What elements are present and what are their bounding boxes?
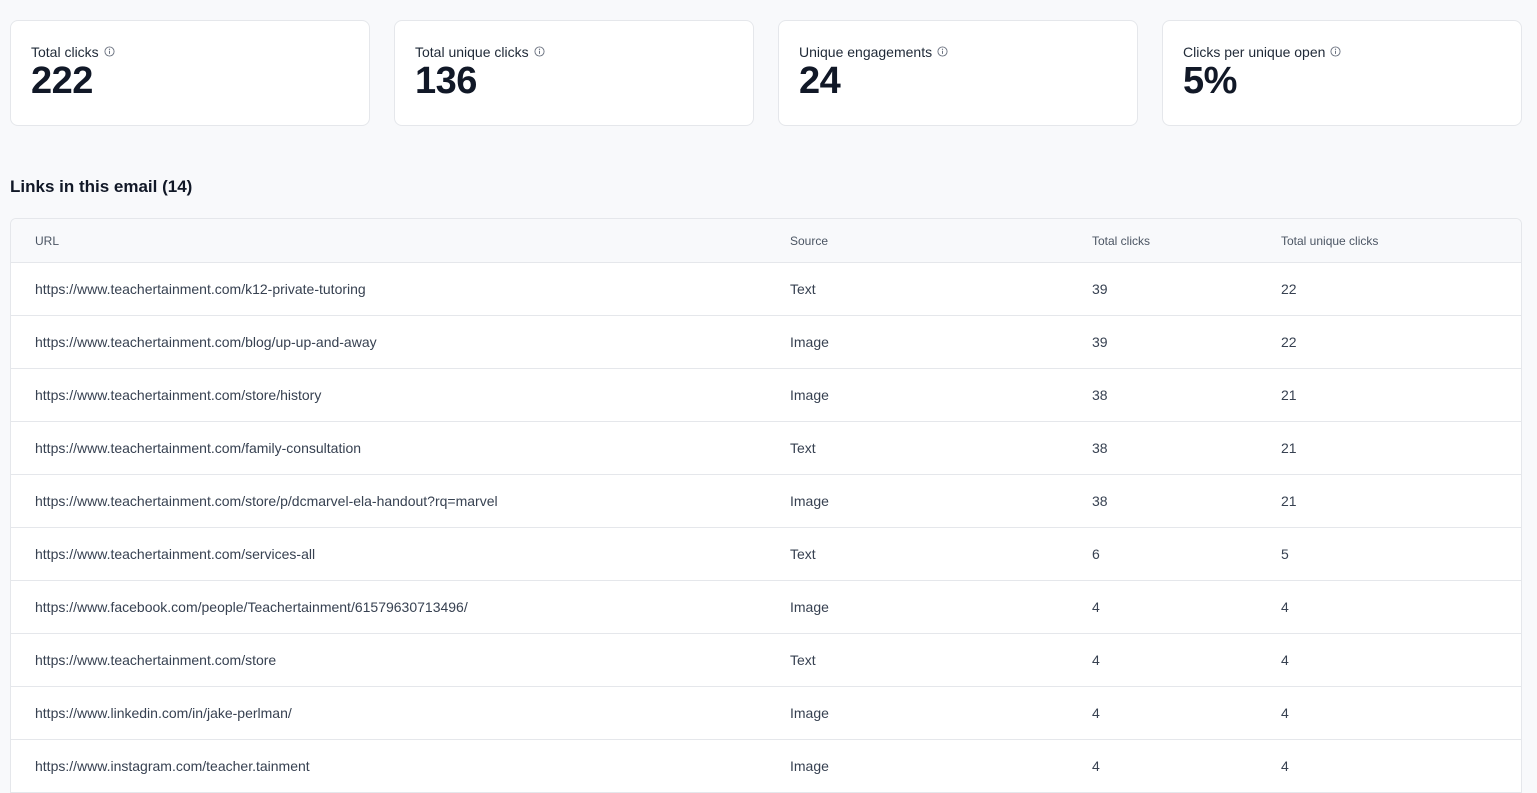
link-source: Image [790, 758, 829, 774]
link-url[interactable]: https://www.teachertainment.com/family-c… [35, 440, 362, 456]
table-row: https://www.teachertainment.com/family-c… [11, 422, 1521, 475]
link-total-unique-clicks: 5 [1281, 546, 1289, 562]
stat-value: 5% [1183, 60, 1237, 102]
link-total-clicks: 38 [1092, 440, 1108, 456]
table-row: https://www.teachertainment.com/services… [11, 528, 1521, 581]
table-row: https://www.teachertainment.com/store/p/… [11, 475, 1521, 528]
stat-value: 222 [31, 60, 93, 102]
link-total-clicks: 38 [1092, 387, 1108, 403]
link-total-unique-clicks: 21 [1281, 387, 1297, 403]
info-icon[interactable] [937, 46, 948, 57]
link-url[interactable]: https://www.facebook.com/people/Teachert… [35, 599, 468, 615]
link-source: Text [790, 652, 816, 668]
link-source: Text [790, 281, 816, 297]
table-row: https://www.teachertainment.com/k12-priv… [11, 263, 1521, 316]
link-total-clicks: 38 [1092, 493, 1108, 509]
link-url[interactable]: https://www.teachertainment.com/store/hi… [35, 387, 322, 403]
link-url[interactable]: https://www.teachertainment.com/services… [35, 546, 316, 562]
link-source: Image [790, 334, 829, 350]
table-row: https://www.facebook.com/people/Teachert… [11, 581, 1521, 634]
table-row: https://www.linkedin.com/in/jake-perlman… [11, 687, 1521, 740]
stat-label: Unique engagements [799, 43, 933, 60]
table-header: URL Source Total clicks Total unique cli… [11, 219, 1521, 263]
links-table: URL Source Total clicks Total unique cli… [10, 218, 1522, 793]
link-url[interactable]: https://www.teachertainment.com/store/p/… [35, 493, 498, 509]
stat-value: 136 [415, 60, 477, 102]
link-total-unique-clicks: 21 [1281, 440, 1297, 456]
link-total-unique-clicks: 4 [1281, 599, 1289, 615]
link-total-clicks: 39 [1092, 281, 1108, 297]
link-total-clicks: 4 [1092, 599, 1100, 615]
link-total-clicks: 4 [1092, 758, 1100, 774]
link-source: Text [790, 440, 816, 456]
link-source: Text [790, 546, 816, 562]
table-row: https://www.teachertainment.com/store Te… [11, 634, 1521, 687]
stat-card-total-unique-clicks: Total unique clicks 136 [394, 20, 754, 126]
link-total-clicks: 39 [1092, 334, 1108, 350]
link-source: Image [790, 705, 829, 721]
link-total-unique-clicks: 4 [1281, 705, 1289, 721]
link-source: Image [790, 387, 829, 403]
stat-card-unique-engagements: Unique engagements 24 [778, 20, 1138, 126]
stat-label: Total unique clicks [415, 43, 529, 60]
stat-card-total-clicks: Total clicks 222 [10, 20, 370, 126]
table-row: https://www.teachertainment.com/blog/up-… [11, 316, 1521, 369]
link-url[interactable]: https://www.teachertainment.com/blog/up-… [35, 334, 377, 350]
stat-label: Clicks per unique open [1183, 43, 1326, 60]
info-icon[interactable] [534, 46, 545, 57]
stat-label: Total clicks [31, 43, 99, 60]
link-total-unique-clicks: 22 [1281, 334, 1297, 350]
links-section-title: Links in this email (14) [10, 177, 193, 196]
table-row: https://www.instagram.com/teacher.tainme… [11, 740, 1521, 793]
link-source: Image [790, 493, 829, 509]
stat-value: 24 [799, 60, 841, 102]
column-header-total-clicks[interactable]: Total clicks [1092, 233, 1151, 248]
link-source: Image [790, 599, 829, 615]
stat-card-clicks-per-unique-open: Clicks per unique open 5% [1162, 20, 1522, 126]
column-header-total-unique-clicks[interactable]: Total unique clicks [1281, 233, 1379, 248]
column-header-url[interactable]: URL [35, 233, 60, 248]
info-icon[interactable] [1330, 46, 1341, 57]
link-url[interactable]: https://www.linkedin.com/in/jake-perlman… [35, 705, 292, 721]
link-url[interactable]: https://www.instagram.com/teacher.tainme… [35, 758, 310, 774]
link-total-unique-clicks: 4 [1281, 758, 1289, 774]
column-header-source[interactable]: Source [790, 233, 829, 248]
table-row: https://www.teachertainment.com/store/hi… [11, 369, 1521, 422]
link-url[interactable]: https://www.teachertainment.com/k12-priv… [35, 281, 366, 297]
link-total-clicks: 4 [1092, 705, 1100, 721]
info-icon[interactable] [104, 46, 115, 57]
link-total-unique-clicks: 21 [1281, 493, 1297, 509]
link-total-unique-clicks: 22 [1281, 281, 1297, 297]
link-total-clicks: 6 [1092, 546, 1100, 562]
link-url[interactable]: https://www.teachertainment.com/store [35, 652, 277, 668]
stats-row: Total clicks 222 Total unique clicks 136… [10, 20, 1522, 126]
link-total-unique-clicks: 4 [1281, 652, 1289, 668]
link-total-clicks: 4 [1092, 652, 1100, 668]
